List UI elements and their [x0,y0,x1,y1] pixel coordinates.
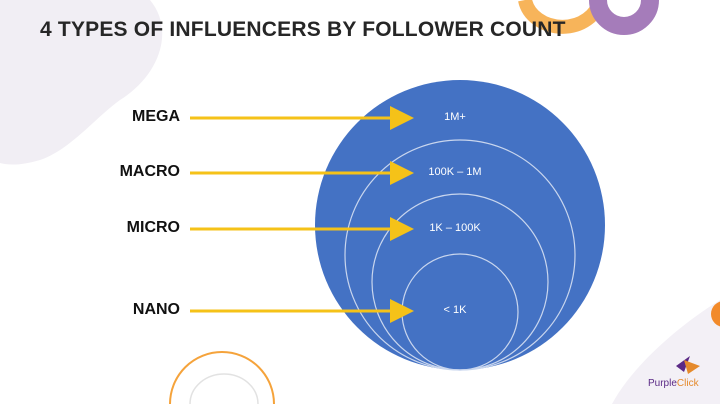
tier-label-mega: MEGA [132,108,180,125]
bottom-gray-arc [189,373,259,404]
tier-label-nano: NANO [132,301,180,318]
brand-name: PurpleClick [648,378,699,389]
top-purple-arc [589,0,659,35]
tier-label-macro: MACRO [119,163,180,180]
range-label-micro: 1K – 100K [429,222,481,234]
slide-title: 4 TYPES OF INFLUENCERS BY FOLLOWER COUNT [40,18,566,41]
mega-circle [315,80,605,370]
brand-logo-icon [676,356,700,374]
brand-name-part2: Click [676,378,699,389]
right-orange-dot [711,301,720,327]
range-label-macro: 100K – 1M [428,166,482,178]
range-label-nano: < 1K [443,304,467,316]
bottom-orange-arc [169,351,275,404]
bottom-right-blob [612,300,720,404]
brand-name-part1: Purple [648,378,677,389]
range-label-mega: 1M+ [444,111,466,123]
tier-label-micro: MICRO [126,219,180,236]
top-left-blob [0,0,163,165]
